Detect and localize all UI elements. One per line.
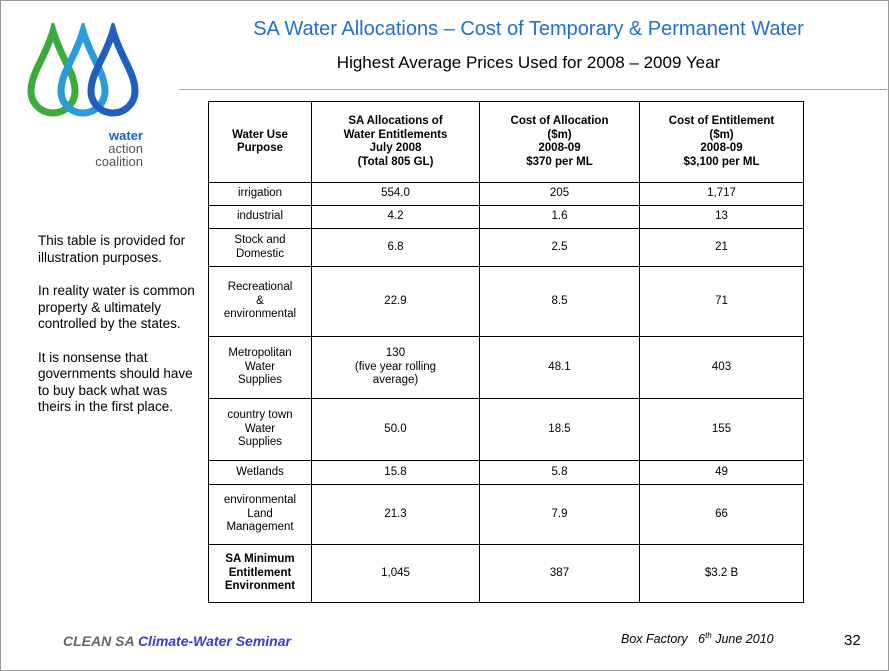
- row: irrigation 554.0 205 1,717: [208, 182, 804, 206]
- cell: 2.5: [479, 228, 640, 267]
- date: June 2010: [715, 632, 774, 647]
- cell: 554.0: [311, 182, 480, 206]
- cell: 5.8: [479, 460, 640, 485]
- cell: 155: [639, 398, 804, 461]
- cell: Wetlands: [208, 460, 312, 485]
- cell: 1,717: [639, 182, 804, 206]
- cell: 21: [639, 228, 804, 267]
- logo-line: water: [109, 128, 143, 143]
- cell: 50.0: [311, 398, 480, 461]
- row: environmental Land Management 21.3 7.9 66: [208, 484, 804, 545]
- table: Water Use Purpose SA Allocations of Water…: [208, 101, 804, 603]
- cell: 403: [639, 336, 804, 399]
- paragraph: It is nonsense that governments should h…: [38, 349, 193, 415]
- day-suffix: th: [705, 631, 712, 640]
- cell: 6.8: [311, 228, 480, 267]
- header-cell: Cost of Allocation ($m) 2008-09 $370 per…: [479, 101, 640, 183]
- cell: irrigation: [208, 182, 312, 206]
- row: Metropolitan Water Supplies 130 (five yea…: [208, 336, 804, 399]
- cell: country town Water Supplies: [208, 398, 312, 461]
- cell: 130 (five year rolling average): [311, 336, 480, 399]
- header-row: Water Use Purpose SA Allocations of Water…: [208, 101, 804, 183]
- logo-text: water action coalition: [71, 129, 143, 168]
- footer-right: Box Factory 6th June 2010: [621, 631, 774, 646]
- logo-line: coalition: [95, 154, 143, 169]
- cell: 1.6: [479, 205, 640, 229]
- cell: 7.9: [479, 484, 640, 545]
- row: Wetlands 15.8 5.8 49: [208, 460, 804, 485]
- row: Recreational & environmental 22.9 8.5 71: [208, 266, 804, 337]
- paragraph: This table is provided for illustration …: [38, 233, 186, 265]
- cell: 49: [639, 460, 804, 485]
- cell: Recreational & environmental: [208, 266, 312, 337]
- row: SA Minimum Entitlement Environment 1,045 3…: [208, 544, 804, 603]
- divider: [179, 89, 887, 90]
- header-cell: Cost of Entitlement ($m) 2008-09 $3,100 …: [639, 101, 804, 183]
- cell: 22.9: [311, 266, 480, 337]
- cell: 71: [639, 266, 804, 337]
- cell: 48.1: [479, 336, 640, 399]
- cell: 4.2: [311, 205, 480, 229]
- cell: 66: [639, 484, 804, 545]
- header-cell: Water Use Purpose: [208, 101, 312, 183]
- cell: 18.5: [479, 398, 640, 461]
- logo-drops: [27, 23, 139, 117]
- cell: 387: [479, 544, 640, 603]
- day: 6: [698, 632, 706, 647]
- page-number: 32: [844, 632, 861, 649]
- sidebar: This table is provided for illustration …: [38, 233, 198, 433]
- org: CLEAN SA: [63, 633, 135, 649]
- cell: 13: [639, 205, 804, 229]
- cell: 21.3: [311, 484, 480, 545]
- cell: environmental Land Management: [208, 484, 312, 545]
- cell: Metropolitan Water Supplies: [208, 336, 312, 399]
- title: SA Water Allocations – Cost of Temporary…: [253, 18, 804, 40]
- cell: Stock and Domestic: [208, 228, 312, 267]
- row: industrial 4.2 1.6 13: [208, 205, 804, 229]
- logo-line: action: [108, 141, 143, 156]
- row: Stock and Domestic 6.8 2.5 21: [208, 228, 804, 267]
- cell: $3.2 B: [639, 544, 804, 603]
- cell: 1,045: [311, 544, 480, 603]
- cell: 8.5: [479, 266, 640, 337]
- cell: SA Minimum Entitlement Environment: [208, 544, 312, 603]
- paragraph: In reality water is common property & ul…: [38, 283, 195, 331]
- row: country town Water Supplies 50.0 18.5 155: [208, 398, 804, 461]
- venue: Box Factory: [621, 632, 688, 647]
- event: Climate-Water Seminar: [137, 633, 291, 649]
- cell: industrial: [208, 205, 312, 229]
- cell: 15.8: [311, 460, 480, 485]
- cell: 205: [479, 182, 640, 206]
- subtitle: Highest Average Prices Used for 2008 – 2…: [336, 53, 721, 72]
- header-cell: SA Allocations of Water Entitlements Jul…: [311, 101, 480, 183]
- footer-left: CLEAN SA Climate-Water Seminar: [63, 633, 291, 649]
